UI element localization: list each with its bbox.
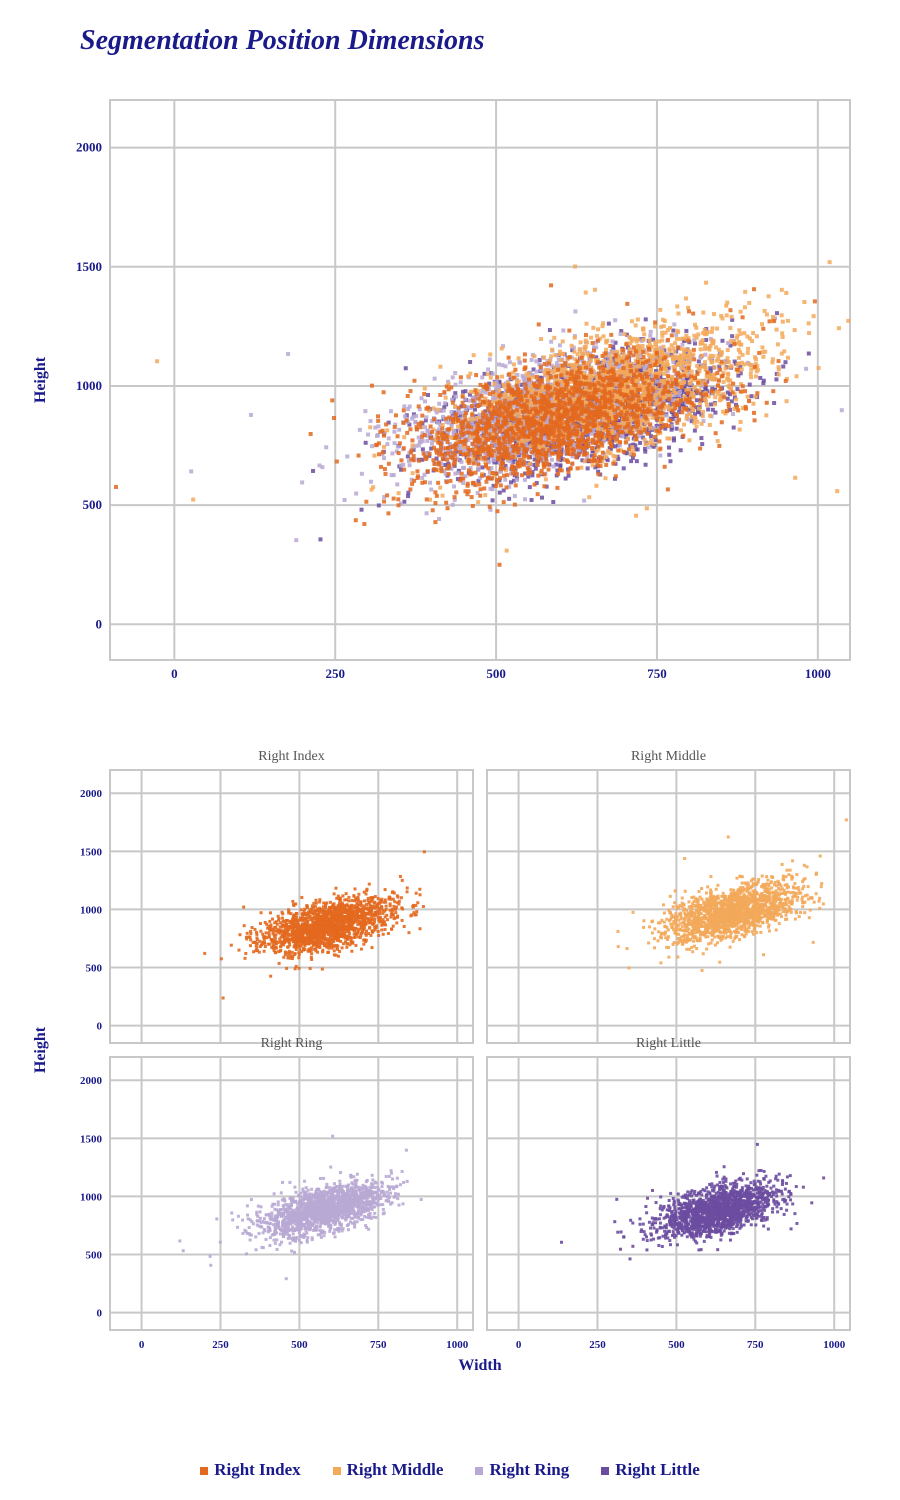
subplot-grid: 0500100015002000Right IndexRight Middle0… xyxy=(0,730,900,1430)
legend: Right Index Right Middle Right Ring Righ… xyxy=(0,1460,900,1480)
legend-label: Right Little xyxy=(615,1460,700,1479)
chart-title: Segmentation Position Dimensions xyxy=(80,25,485,57)
legend-item-middle: Right Middle xyxy=(333,1460,444,1480)
legend-item-ring: Right Ring xyxy=(475,1460,569,1480)
main-scatter-chart: 025050075010000500100015002000Height xyxy=(0,80,900,720)
legend-label: Right Middle xyxy=(347,1460,444,1479)
legend-swatch-icon xyxy=(475,1467,483,1475)
legend-item-little: Right Little xyxy=(601,1460,700,1480)
legend-label: Right Index xyxy=(214,1460,300,1479)
figure-container: Segmentation Position Dimensions 0250500… xyxy=(0,0,900,1500)
legend-item-index: Right Index xyxy=(200,1460,300,1480)
legend-swatch-icon xyxy=(200,1467,208,1475)
legend-swatch-icon xyxy=(601,1467,609,1475)
legend-swatch-icon xyxy=(333,1467,341,1475)
legend-label: Right Ring xyxy=(489,1460,569,1479)
